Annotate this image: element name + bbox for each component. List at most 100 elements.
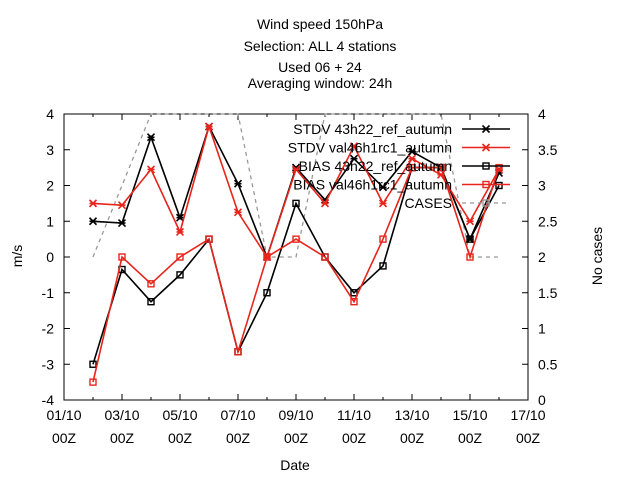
data-point (291, 165, 301, 174)
data-point (118, 253, 126, 261)
x-tick-label-hour: 00Z (400, 430, 425, 446)
data-point (234, 348, 242, 356)
data-point (146, 165, 156, 174)
series-4 (92, 113, 499, 258)
data-point (292, 199, 300, 208)
legend-swatch-marker (482, 162, 490, 170)
y-tick-label: 0 (46, 249, 54, 265)
data-point (147, 280, 155, 288)
legend-label: STDV val46h1rc1_autumn (288, 140, 452, 156)
x-tick-label-date: 03/10 (104, 407, 139, 423)
data-point (378, 183, 388, 192)
y2-tick-label: 0 (538, 392, 546, 408)
data-point (233, 179, 243, 188)
series-line (92, 166, 500, 383)
y-tick-label: -1 (42, 285, 55, 301)
legend-swatch-marker (482, 180, 490, 189)
series-3 (89, 163, 503, 386)
legend-swatch-marker (481, 124, 491, 134)
data-point (466, 253, 474, 261)
data-point (88, 199, 98, 208)
x-tick-label-hour: 00Z (284, 430, 309, 446)
y-axis-label: m/s (9, 245, 25, 268)
chart-title-line-3: Used 06 + 24 (278, 59, 362, 75)
data-point (321, 253, 329, 261)
data-point (88, 217, 98, 226)
data-point (233, 208, 243, 217)
data-point (407, 147, 417, 156)
x-tick-label-hour: 00Z (226, 430, 251, 446)
legend-swatch-marker (482, 199, 490, 207)
data-point (89, 378, 97, 386)
y-tick-label: -2 (42, 321, 55, 337)
data-point (408, 163, 416, 172)
x-axis-label: Date (280, 457, 310, 473)
data-point (146, 133, 156, 142)
data-point (466, 235, 474, 243)
x-tick-label-date: 17/10 (510, 407, 545, 423)
data-point (349, 142, 359, 151)
x-tick-label-hour: 00Z (516, 430, 541, 446)
x-tick-label-date: 11/10 (337, 407, 371, 423)
data-point (263, 253, 271, 261)
data-point (379, 235, 387, 243)
chart-title-line-1: Wind speed 150hPa (256, 16, 384, 32)
axes: -4 -3 -2 -1 0 1 2 3 4 0 0.5 1 1.5 2 2.5 3 3.5 4 01/10 00Z 03… (42, 106, 558, 446)
data-point (175, 213, 185, 222)
series-line (92, 113, 499, 258)
data-point (350, 297, 358, 306)
y2-tick-label: 4 (538, 106, 546, 122)
x-tick-label-date: 09/10 (278, 407, 313, 423)
x-tick-label-hour: 00Z (342, 430, 367, 446)
y-tick-label: 4 (46, 106, 54, 122)
data-point (205, 235, 213, 243)
y2-tick-label: 1 (538, 321, 546, 337)
legend-swatch-marker (481, 143, 491, 152)
legend-label: STDV 43h22_ref_autumn (293, 121, 452, 137)
x-tick-label-date: 13/10 (394, 407, 429, 423)
chart-title-line-2: Selection: ALL 4 stations (243, 38, 397, 54)
y2-tick-label: 3 (538, 178, 546, 194)
data-point (407, 154, 417, 163)
legend-label: CASES (405, 195, 452, 211)
y2-axis-label: No cases (589, 227, 605, 285)
data-point (495, 181, 503, 190)
data-point (378, 199, 388, 208)
data-point (117, 201, 127, 210)
y2-tick-label: 0.5 (538, 356, 558, 372)
x-tick-label-hour: 00Z (52, 430, 77, 446)
data-point (263, 289, 271, 297)
legend: STDV 43h22_ref_autumn STDV val46h1rc1_aut… (288, 121, 510, 211)
chart-title-line-4: Averaging window: 24h (247, 75, 393, 91)
y-tick-label: 1 (46, 213, 54, 229)
data-point (117, 218, 127, 228)
data-point (350, 289, 358, 297)
y2-tick-label: 3.5 (538, 142, 558, 158)
x-tick-label-hour: 00Z (458, 430, 483, 446)
y2-tick-label: 1.5 (538, 285, 558, 301)
data-point (204, 122, 214, 131)
x-tick-label-date: 05/10 (162, 407, 197, 423)
y-tick-label: 2 (46, 178, 54, 194)
x-tick-label-hour: 00Z (110, 430, 135, 446)
x-tick-label-date: 07/10 (220, 407, 255, 423)
data-point (437, 163, 445, 172)
series-layer (88, 113, 504, 386)
data-point (320, 199, 330, 208)
legend-label: BIAS val46h1rc1_autumn (293, 177, 452, 193)
data-point (379, 262, 387, 270)
y2-tick-label: 2 (538, 249, 546, 265)
legend-label: BIAS 43h22_ref_autumn (299, 158, 452, 174)
data-point (292, 235, 300, 243)
x-tick-label-date: 15/10 (452, 407, 487, 423)
data-point (465, 217, 475, 226)
data-point (89, 360, 97, 368)
data-point (349, 154, 359, 163)
y-tick-label: -4 (42, 392, 55, 408)
y-tick-label: -3 (42, 356, 55, 372)
x-tick-label-hour: 00Z (168, 430, 193, 446)
data-point (147, 297, 155, 306)
y2-tick-label: 2.5 (538, 213, 558, 229)
data-point (176, 271, 184, 279)
